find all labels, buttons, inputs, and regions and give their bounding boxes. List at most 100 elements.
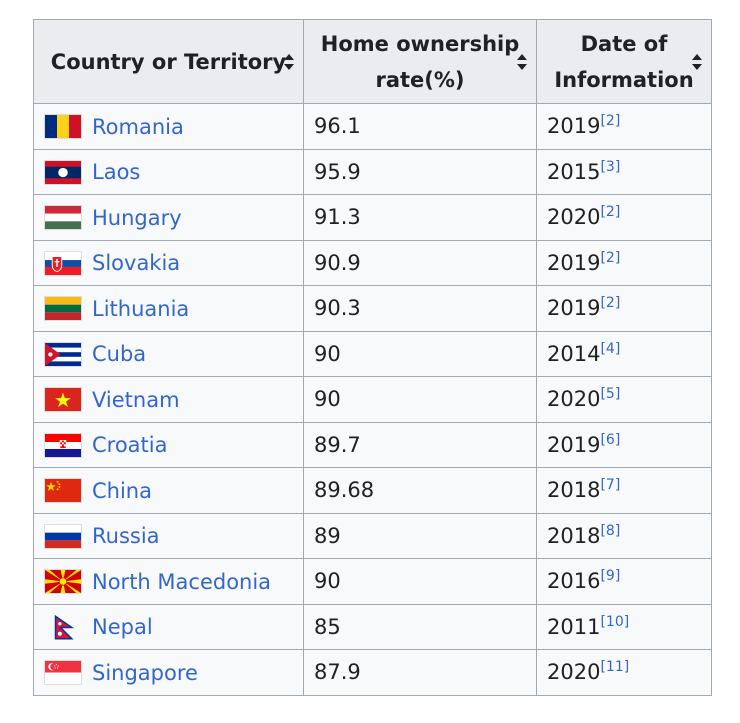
slovakia-flag-icon[interactable] xyxy=(44,250,82,276)
table-row: Vietnam 90 2020[5] xyxy=(33,376,712,423)
country-cell: Lithuania xyxy=(33,285,304,332)
column-header-country[interactable]: Country or Territory xyxy=(33,19,304,104)
reference-link[interactable]: [10] xyxy=(600,613,630,630)
sort-icon[interactable] xyxy=(691,53,703,71)
sort-icon[interactable] xyxy=(516,53,528,71)
reference-link[interactable]: [6] xyxy=(600,431,621,448)
country-link[interactable]: Hungary xyxy=(92,205,182,230)
reference-link[interactable]: [8] xyxy=(600,522,621,539)
singapore-flag-icon[interactable] xyxy=(44,660,82,685)
date-cell: 2020[11] xyxy=(536,649,712,696)
rate-cell: 90 xyxy=(303,330,537,377)
lithuania-flag-icon[interactable] xyxy=(44,296,82,321)
rate-cell: 87.9 xyxy=(303,649,537,696)
reference-link[interactable]: [2] xyxy=(600,204,621,221)
country-cell: Vietnam xyxy=(33,376,304,423)
home-ownership-table: Country or Territory Home ownership rate… xyxy=(33,19,712,696)
sort-icon[interactable] xyxy=(283,53,295,71)
year-text: 2020 xyxy=(547,660,601,685)
column-header-date[interactable]: Date of Information xyxy=(536,19,712,104)
laos-flag-icon[interactable] xyxy=(44,159,82,185)
reference-link[interactable]: [11] xyxy=(600,659,630,676)
year-text: 2014 xyxy=(547,341,601,366)
rate-cell: 91.3 xyxy=(303,194,537,241)
date-cell: 2019[6] xyxy=(536,421,712,468)
rate-cell: 89.7 xyxy=(303,421,537,468)
rate-cell: 89 xyxy=(303,512,537,559)
year-text: 2019 xyxy=(547,432,601,457)
country-link[interactable]: Singapore xyxy=(92,660,198,685)
rate-cell: 95.9 xyxy=(303,148,537,195)
country-link[interactable]: China xyxy=(92,478,152,503)
croatia-flag-icon[interactable] xyxy=(44,432,82,458)
column-header-label: Home ownership xyxy=(320,31,520,56)
date-cell: 2018[8] xyxy=(536,512,712,559)
table-row: Nepal 85 2011[10] xyxy=(33,603,712,650)
reference-link[interactable]: [2] xyxy=(600,249,621,266)
country-link[interactable]: Lithuania xyxy=(92,296,190,321)
column-header-label: Date of xyxy=(580,31,668,56)
country-link[interactable]: Croatia xyxy=(92,433,168,457)
date-cell: 2020[2] xyxy=(536,194,712,241)
rate-cell: 85 xyxy=(303,603,537,650)
rate-cell: 90.9 xyxy=(303,239,537,286)
reference-link[interactable]: [2] xyxy=(600,295,621,312)
country-cell: North Macedonia xyxy=(33,558,304,605)
romania-flag-icon[interactable] xyxy=(44,114,82,139)
date-cell: 2019[2] xyxy=(536,285,712,332)
north-macedonia-flag-icon[interactable] xyxy=(44,569,82,594)
rate-cell: 90 xyxy=(303,376,537,423)
reference-link[interactable]: [5] xyxy=(600,386,621,403)
hungary-flag-icon[interactable] xyxy=(44,205,82,230)
country-link[interactable]: Russia xyxy=(92,524,160,548)
column-header-label: rate(%) xyxy=(375,67,465,92)
table-row: Russia 89 2018[8] xyxy=(33,512,712,559)
country-cell: Laos xyxy=(33,148,304,195)
china-flag-icon[interactable] xyxy=(44,478,82,503)
country-link[interactable]: Laos xyxy=(92,160,141,184)
table-row: Laos 95.9 2015[3] xyxy=(33,148,712,195)
reference-link[interactable]: [2] xyxy=(600,113,621,130)
reference-link[interactable]: [3] xyxy=(600,158,621,175)
year-text: 2019 xyxy=(547,296,601,321)
column-header-rate[interactable]: Home ownership rate(%) xyxy=(303,19,537,104)
column-header-label: Information xyxy=(554,67,694,92)
country-link[interactable]: Nepal xyxy=(92,615,153,639)
cuba-flag-icon[interactable] xyxy=(44,341,82,367)
table-row: Hungary 91.3 2020[2] xyxy=(33,194,712,241)
country-cell: Romania xyxy=(33,103,304,150)
table-row: Croatia 89.7 2019[6] xyxy=(33,421,712,468)
country-link[interactable]: North Macedonia xyxy=(92,569,272,594)
rate-cell: 90 xyxy=(303,558,537,605)
year-text: 2019 xyxy=(547,250,601,275)
year-text: 2015 xyxy=(547,159,601,184)
rate-cell: 89.68 xyxy=(303,467,537,514)
table-row: Lithuania 90.3 2019[2] xyxy=(33,285,712,332)
rate-cell: 90.3 xyxy=(303,285,537,332)
date-cell: 2020[5] xyxy=(536,376,712,423)
year-text: 2016 xyxy=(547,569,601,594)
country-link[interactable]: Cuba xyxy=(92,342,147,366)
country-cell: Hungary xyxy=(33,194,304,241)
country-link[interactable]: Romania xyxy=(92,114,184,139)
year-text: 2019 xyxy=(547,114,601,139)
table-row: Slovakia 90.9 2019[2] xyxy=(33,239,712,286)
year-text: 2011 xyxy=(547,614,601,639)
date-cell: 2019[2] xyxy=(536,239,712,286)
vietnam-flag-icon[interactable] xyxy=(44,387,82,412)
country-link[interactable]: Vietnam xyxy=(92,387,180,412)
country-link[interactable]: Slovakia xyxy=(92,251,181,275)
reference-link[interactable]: [7] xyxy=(600,477,621,494)
date-cell: 2019[2] xyxy=(536,103,712,150)
country-cell: Nepal xyxy=(33,603,304,650)
reference-link[interactable]: [9] xyxy=(600,568,621,585)
rate-cell: 96.1 xyxy=(303,103,537,150)
russia-flag-icon[interactable] xyxy=(44,523,82,549)
nepal-flag-icon[interactable] xyxy=(44,614,82,640)
table-row: Romania 96.1 2019[2] xyxy=(33,103,712,150)
year-text: 2020 xyxy=(547,387,601,412)
table-row: North Macedonia 90 2016[9] xyxy=(33,558,712,605)
reference-link[interactable]: [4] xyxy=(600,340,621,357)
table-row: Cuba 90 2014[4] xyxy=(33,330,712,377)
date-cell: 2015[3] xyxy=(536,148,712,195)
